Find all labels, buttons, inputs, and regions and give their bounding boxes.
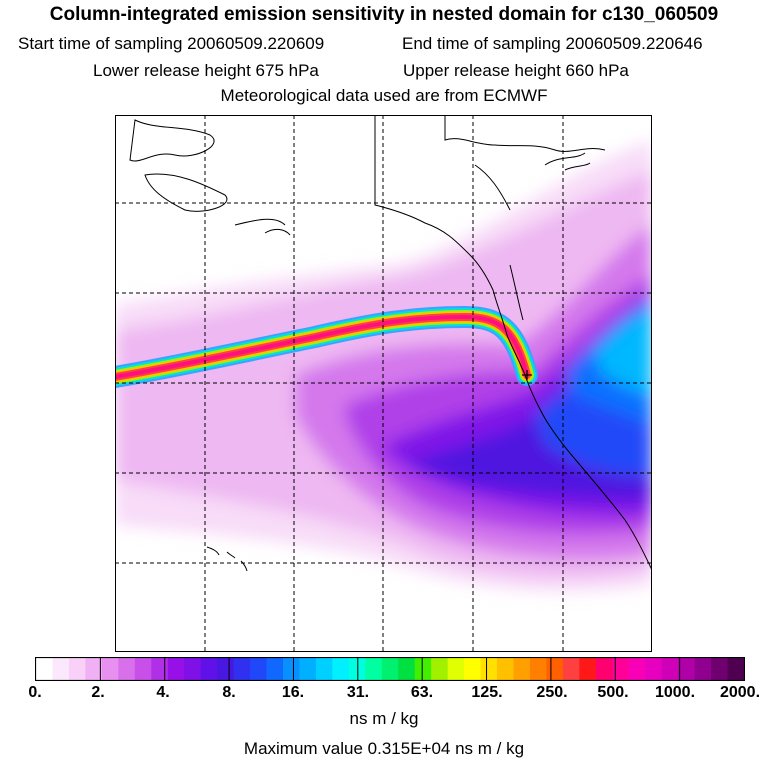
colorbar-swatch <box>233 658 251 680</box>
sensitivity-map[interactable] <box>115 115 652 652</box>
colorbar-tick: 1000. <box>654 684 696 701</box>
end-time-label: End time of sampling 20060509.220646 <box>402 34 703 53</box>
colorbar-tick: 16. <box>281 684 305 701</box>
colorbar-swatch <box>612 658 630 680</box>
colorbar-tick: 8. <box>222 684 236 701</box>
figure-title: Column-integrated emission sensitivity i… <box>49 4 719 25</box>
release-location-marker <box>522 370 532 380</box>
colorbar-swatch <box>678 658 696 680</box>
colorbar-swatch <box>546 658 564 680</box>
colorbar-swatch <box>464 658 482 680</box>
colorbar-swatch <box>398 658 416 680</box>
colorbar-swatch <box>381 658 399 680</box>
colorbar-swatch <box>497 658 514 680</box>
colorbar-swatch <box>529 658 547 680</box>
colorbar-swatch <box>579 658 597 680</box>
start-time-label: Start time of sampling 20060509.220609 <box>18 34 325 53</box>
colorbar-tick: 0. <box>28 684 42 701</box>
map-frame <box>115 115 652 652</box>
colorbar-swatch <box>645 658 663 680</box>
colorbar-tick: 125. <box>471 684 503 701</box>
colorbar-swatch <box>414 658 432 680</box>
sensitivity-field <box>115 115 652 652</box>
colorbar-swatch <box>36 658 53 680</box>
maximum-value-label: Maximum value 0.315E+04 ns m / kg <box>243 739 525 758</box>
colorbar-swatch <box>200 658 218 680</box>
colorbar-swatch <box>68 658 86 680</box>
colorbar-swatch <box>628 658 646 680</box>
colorbar-swatch <box>250 658 268 680</box>
colorbar-swatch <box>447 658 465 680</box>
colorbar-swatch <box>52 658 70 680</box>
colorbar-swatch <box>315 658 333 680</box>
colorbar-swatch <box>661 658 679 680</box>
colorbar-swatch <box>480 658 498 680</box>
colorbar-swatch <box>101 658 119 680</box>
colorbar-swatch <box>151 658 169 680</box>
colorbar-swatch <box>134 658 152 680</box>
colorbar <box>35 657 745 681</box>
colorbar-swatch <box>85 658 103 680</box>
colorbar-swatch <box>282 658 300 680</box>
colorbar-swatch <box>167 658 185 680</box>
colorbar-swatch <box>332 658 350 680</box>
colorbar-swatch <box>217 658 235 680</box>
colorbar-units: ns m / kg <box>349 709 419 728</box>
met-data-label: Meteorological data used are from ECMWF <box>220 86 548 105</box>
colorbar-swatch <box>595 658 613 680</box>
colorbar-swatch <box>694 658 712 680</box>
colorbar-swatch <box>513 658 531 680</box>
colorbar-tick: 500. <box>597 684 629 701</box>
colorbar-tick: 250. <box>536 684 568 701</box>
colorbar-swatch <box>365 658 383 680</box>
colorbar-swatch <box>266 658 284 680</box>
upper-release-height-label: Upper release height 660 hPa <box>403 61 629 80</box>
colorbar-swatch <box>118 658 136 680</box>
colorbar-swatch <box>727 658 745 680</box>
colorbar-tick: 4. <box>156 684 170 701</box>
colorbar-swatch <box>184 658 202 680</box>
colorbar-tick: 31. <box>346 684 370 701</box>
graticule <box>115 115 652 652</box>
colorbar-swatch <box>431 658 449 680</box>
colorbar-tick: 2. <box>91 684 105 701</box>
coastline <box>129 115 652 572</box>
colorbar-swatch <box>711 658 729 680</box>
colorbar-swatch <box>299 658 317 680</box>
colorbar-frame <box>35 657 745 681</box>
colorbar-swatch <box>562 658 580 680</box>
colorbar-tick: 63. <box>410 684 434 701</box>
colorbar-tick: 2000. <box>719 684 761 701</box>
lower-release-height-label: Lower release height 675 hPa <box>93 61 319 80</box>
